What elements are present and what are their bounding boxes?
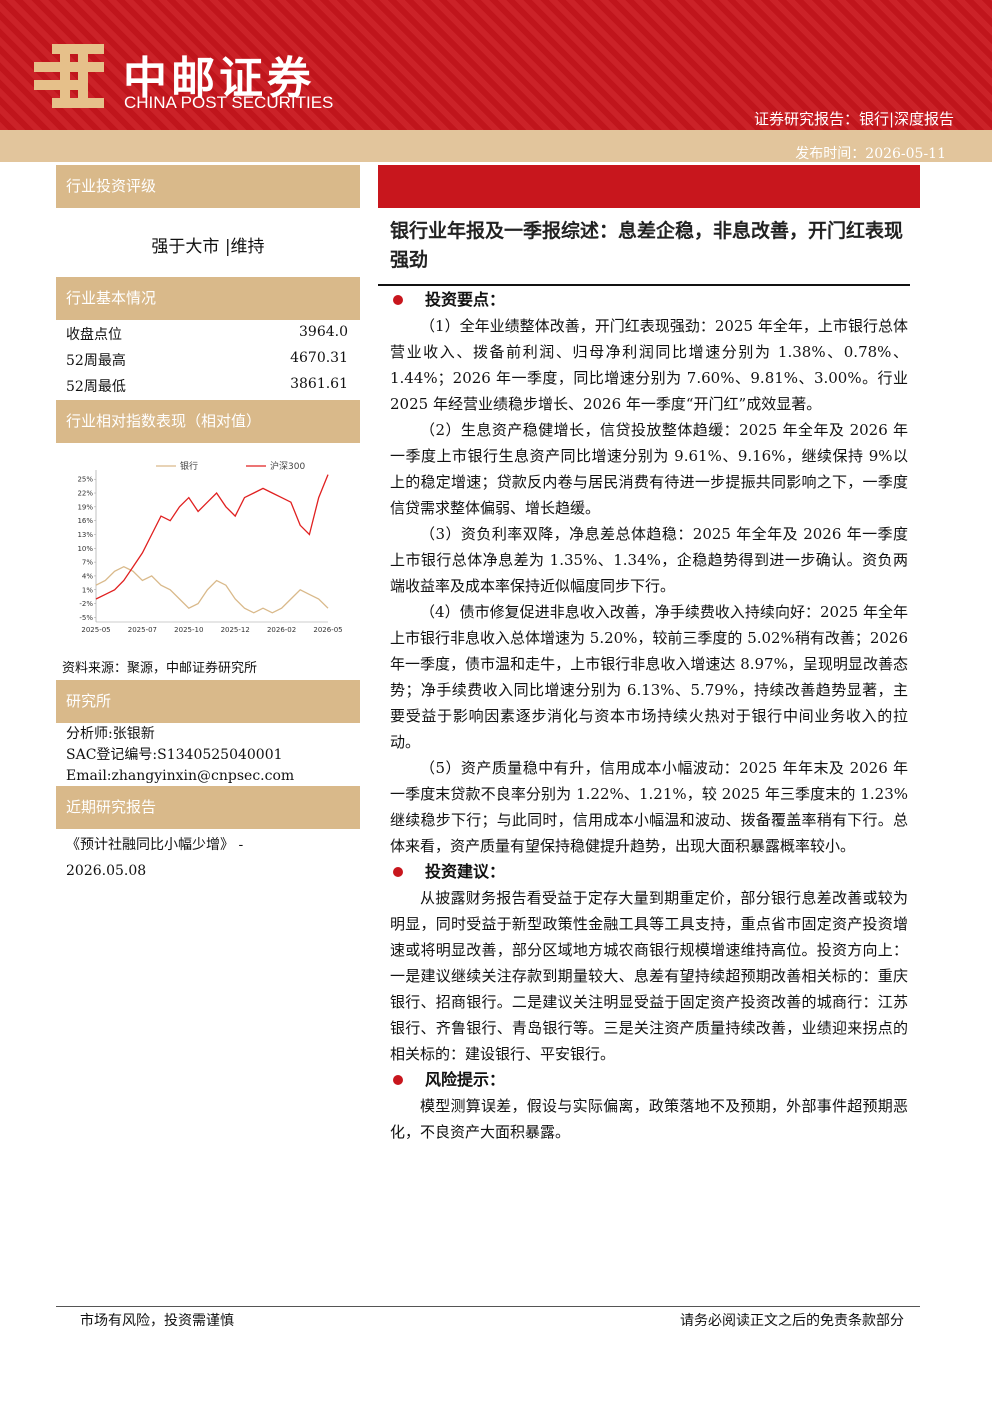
chart: -5% -2% 1% 4% 7% 10% 13% 16% 19% 22% 25% 2025-05 202… (77, 460, 342, 634)
section-heading: 投资要点： (390, 287, 908, 313)
paragraph: （2）生息资产稳健增长，信贷投放整体趋缓：2025 年全年及 2026 年一季度… (390, 421, 908, 517)
legend-label: 银行 (180, 460, 198, 472)
footer-rule (56, 1306, 920, 1307)
y-tick-label: 13% (77, 531, 93, 539)
report-title: 银行业年报及一季报综述：息差企稳，非息改善，开门红表现强劲 (390, 220, 904, 271)
y-tick-label: -2% (79, 600, 93, 608)
brand-en: CHINA POST SECURITIES (124, 93, 334, 112)
row-value: 3861.61 (290, 376, 348, 392)
rating: 强于大市 |维持 (151, 237, 265, 257)
y-tick-label: 19% (77, 503, 93, 511)
paragraph: 从披露财务报告看受益于定存大量到期重定价，部分银行息差改善或较为明显，同时受益于… (390, 889, 908, 1063)
paragraph: （1）全年业绩整体改善，开门红表现强劲：2025 年全年，上市银行总体营业收入、… (390, 317, 908, 413)
section-header: 行业基本情况 (56, 277, 360, 320)
table-row: 收盘点位 3964.0 (66, 324, 348, 344)
main-body: 投资要点： （1）全年业绩整体改善，开门红表现强劲：2025 年全年，上市银行总体… (390, 287, 908, 1145)
section-header: 研究所 (56, 680, 360, 723)
publish-date: 发布时间：2026-05-11 (795, 146, 946, 162)
y-tick-label: 7% (82, 559, 93, 567)
y-tick-label: 25% (77, 476, 93, 484)
analyst-line: SAC登记编号:S1340525040001 (66, 747, 283, 763)
row-label: 收盘点位 (66, 327, 122, 343)
analyst-line: 分析师:张银新 (66, 726, 155, 742)
row-value: 3964.0 (299, 324, 348, 340)
x-tick-label: 2025-12 (221, 626, 250, 634)
table-row: 52周最高 4670.31 (66, 350, 348, 370)
date-band (0, 130, 992, 162)
table-row: 52周最低 3861.61 (66, 376, 348, 396)
y-tick-label: 10% (77, 545, 93, 553)
header-band (0, 0, 992, 130)
footer-right: 请务必阅读正文之后的免责条款部分 (680, 1313, 904, 1329)
chart-source: 资料来源：聚源，中邮证券研究所 (62, 661, 258, 676)
row-label: 52周最低 (66, 379, 126, 395)
paragraph: （3）资负利率双降，净息差总体趋稳：2025 年全年及 2026 年一季度上市银… (390, 525, 908, 595)
row-label: 52周最高 (66, 353, 126, 369)
y-tick-label: -5% (79, 614, 93, 622)
recent-report: 《预计社融同比小幅少增》 - 2026.05.08 (66, 837, 244, 879)
line-series (95, 565, 329, 614)
y-tick-label: 4% (82, 572, 93, 580)
analyst-line: Email:zhangyinxin@cnpsec.com (66, 768, 295, 784)
section-header: 行业相对指数表现（相对值） (56, 400, 360, 443)
title-bar (378, 165, 920, 208)
row-value: 4670.31 (290, 350, 348, 366)
x-tick-label: 2026-05 (313, 626, 342, 634)
paragraph: （5）资产质量稳中有升，信用成本小幅波动：2025 年年末及 2026 年一季度… (390, 759, 908, 855)
paragraph: （4）债市修复促进非息收入改善，净手续费收入持续向好：2025 年全年上市银行非… (390, 603, 909, 751)
x-tick-label: 2025-10 (174, 626, 203, 634)
title-rule (378, 284, 910, 286)
section-header: 行业投资评级 (56, 165, 360, 208)
legend-label: 沪深300 (270, 460, 305, 472)
y-tick-label: 1% (82, 586, 93, 594)
paragraph: 模型测算误差，假设与实际偏离，政策落地不及预期，外部事件超预期恶化，不良资产大面… (390, 1097, 908, 1141)
y-tick-label: 16% (77, 517, 93, 525)
analyst: 分析师:张银新 SAC登记编号:S1340525040001 Email:zha… (66, 724, 294, 787)
section-heading: 风险提示： (390, 1067, 908, 1093)
footer-left: 市场有风险，投资需谨慎 (80, 1313, 234, 1329)
brand-cn: 中邮证券 (123, 53, 315, 104)
x-tick-label: 2025-07 (128, 626, 157, 634)
y-tick-label: 22% (77, 490, 93, 498)
x-tick-label: 2025-05 (81, 626, 110, 634)
report-type: 证券研究报告：银行|深度报告 (753, 110, 954, 128)
section-header: 近期研究报告 (56, 786, 360, 829)
logo (34, 44, 104, 108)
line-series (95, 474, 329, 600)
x-tick-label: 2026-02 (267, 626, 296, 634)
section-heading: 投资建议： (390, 859, 908, 885)
